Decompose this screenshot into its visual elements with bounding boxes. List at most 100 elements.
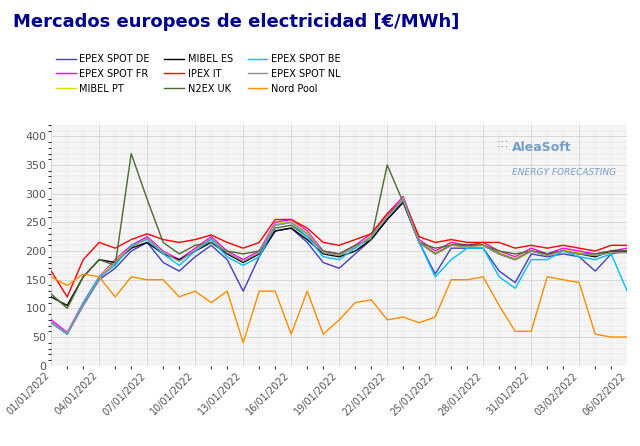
EPEX SPOT BE bbox=[463, 245, 471, 251]
MIBEL PT bbox=[335, 253, 343, 258]
EPEX SPOT BE bbox=[95, 274, 103, 280]
EPEX SPOT DE bbox=[191, 254, 199, 260]
EPEX SPOT DE bbox=[223, 257, 231, 262]
Text: :::: ::: bbox=[497, 137, 509, 150]
IPEX IT bbox=[143, 231, 151, 236]
EPEX SPOT BE bbox=[495, 274, 503, 280]
EPEX SPOT BE bbox=[271, 223, 279, 228]
EPEX SPOT NL bbox=[127, 244, 135, 250]
MIBEL PT bbox=[351, 244, 359, 250]
EPEX SPOT FR bbox=[463, 243, 471, 248]
N2EX UK bbox=[479, 243, 487, 248]
EPEX SPOT FR bbox=[143, 234, 151, 240]
MIBEL PT bbox=[207, 236, 215, 241]
IPEX IT bbox=[351, 237, 359, 242]
EPEX SPOT FR bbox=[79, 300, 87, 306]
EPEX SPOT NL bbox=[479, 243, 487, 248]
EPEX SPOT DE bbox=[239, 289, 247, 294]
IPEX IT bbox=[463, 240, 471, 245]
Text: ENERGY FORECASTING: ENERGY FORECASTING bbox=[512, 168, 616, 177]
Nord Pool bbox=[63, 283, 71, 288]
N2EX UK bbox=[271, 225, 279, 231]
Nord Pool bbox=[527, 329, 535, 334]
EPEX SPOT NL bbox=[63, 331, 71, 336]
EPEX SPOT DE bbox=[527, 251, 535, 256]
EPEX SPOT DE bbox=[175, 268, 183, 274]
EPEX SPOT BE bbox=[559, 248, 567, 254]
Nord Pool bbox=[607, 334, 615, 340]
EPEX SPOT BE bbox=[255, 254, 263, 260]
EPEX SPOT BE bbox=[511, 285, 519, 291]
Line: EPEX SPOT FR: EPEX SPOT FR bbox=[51, 197, 627, 332]
IPEX IT bbox=[223, 240, 231, 245]
MIBEL ES bbox=[223, 251, 231, 256]
EPEX SPOT FR bbox=[479, 240, 487, 245]
Nord Pool bbox=[175, 294, 183, 300]
N2EX UK bbox=[431, 245, 439, 251]
EPEX SPOT FR bbox=[447, 240, 455, 245]
MIBEL PT bbox=[175, 259, 183, 264]
N2EX UK bbox=[399, 200, 407, 205]
Nord Pool bbox=[79, 271, 87, 277]
EPEX SPOT DE bbox=[319, 260, 327, 265]
N2EX UK bbox=[607, 248, 615, 254]
EPEX SPOT BE bbox=[319, 254, 327, 260]
MIBEL ES bbox=[79, 274, 87, 280]
EPEX SPOT FR bbox=[559, 245, 567, 251]
Nord Pool bbox=[511, 329, 519, 334]
Line: EPEX SPOT BE: EPEX SPOT BE bbox=[51, 199, 627, 334]
EPEX SPOT NL bbox=[415, 240, 423, 245]
IPEX IT bbox=[191, 237, 199, 242]
EPEX SPOT DE bbox=[511, 280, 519, 285]
EPEX SPOT NL bbox=[271, 223, 279, 228]
EPEX SPOT NL bbox=[511, 257, 519, 262]
N2EX UK bbox=[351, 243, 359, 248]
N2EX UK bbox=[527, 248, 535, 254]
N2EX UK bbox=[191, 243, 199, 248]
EPEX SPOT FR bbox=[223, 248, 231, 254]
IPEX IT bbox=[159, 237, 167, 242]
Nord Pool bbox=[127, 274, 135, 280]
EPEX SPOT BE bbox=[607, 251, 615, 256]
Nord Pool bbox=[591, 331, 599, 337]
N2EX UK bbox=[175, 251, 183, 256]
EPEX SPOT FR bbox=[207, 234, 215, 240]
Nord Pool bbox=[351, 300, 359, 306]
IPEX IT bbox=[575, 245, 583, 251]
MIBEL PT bbox=[575, 250, 583, 256]
EPEX SPOT DE bbox=[399, 200, 407, 205]
N2EX UK bbox=[47, 291, 55, 297]
Line: N2EX UK: N2EX UK bbox=[51, 153, 627, 308]
EPEX SPOT DE bbox=[367, 237, 375, 242]
EPEX SPOT BE bbox=[527, 257, 535, 262]
EPEX SPOT DE bbox=[623, 248, 631, 254]
Line: EPEX SPOT DE: EPEX SPOT DE bbox=[51, 202, 627, 334]
EPEX SPOT FR bbox=[495, 248, 503, 254]
MIBEL PT bbox=[527, 247, 535, 252]
EPEX SPOT FR bbox=[159, 248, 167, 254]
IPEX IT bbox=[335, 243, 343, 248]
EPEX SPOT FR bbox=[575, 248, 583, 254]
EPEX SPOT BE bbox=[111, 263, 119, 268]
EPEX SPOT DE bbox=[479, 245, 487, 251]
MIBEL PT bbox=[111, 258, 119, 264]
EPEX SPOT DE bbox=[351, 251, 359, 256]
MIBEL ES bbox=[399, 200, 407, 205]
IPEX IT bbox=[559, 243, 567, 248]
Nord Pool bbox=[255, 289, 263, 294]
EPEX SPOT NL bbox=[543, 253, 551, 258]
MIBEL PT bbox=[383, 213, 391, 218]
MIBEL ES bbox=[431, 251, 439, 256]
Nord Pool bbox=[543, 274, 551, 280]
EPEX SPOT DE bbox=[383, 217, 391, 222]
EPEX SPOT NL bbox=[383, 214, 391, 219]
MIBEL PT bbox=[591, 253, 599, 258]
MIBEL ES bbox=[591, 254, 599, 260]
MIBEL ES bbox=[159, 251, 167, 256]
MIBEL PT bbox=[287, 219, 295, 224]
EPEX SPOT NL bbox=[607, 250, 615, 256]
MIBEL ES bbox=[495, 251, 503, 256]
IPEX IT bbox=[495, 240, 503, 245]
IPEX IT bbox=[431, 240, 439, 245]
MIBEL ES bbox=[559, 248, 567, 254]
